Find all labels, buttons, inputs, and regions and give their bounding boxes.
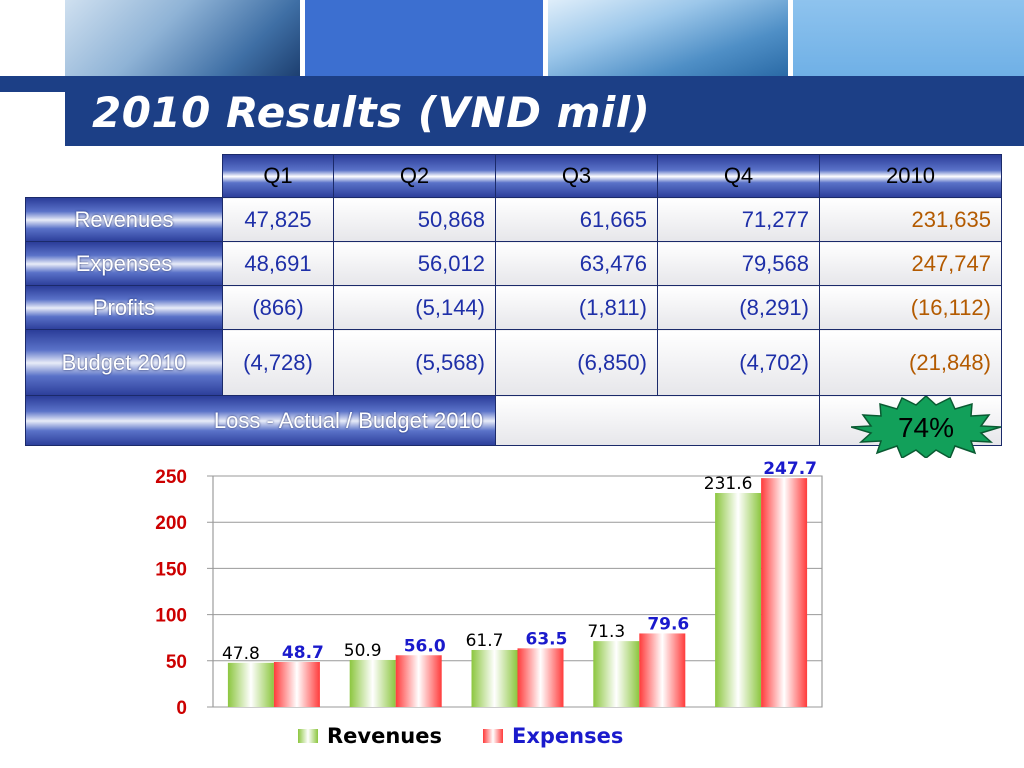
table-cell: (5,568): [333, 329, 496, 396]
table-header-2010: 2010: [819, 154, 1002, 198]
table-cell: (8,291): [657, 285, 820, 330]
table-cell: 50,868: [333, 197, 496, 242]
table-cell-total: (21,848): [819, 329, 1002, 396]
header-image-buildings: [548, 0, 788, 76]
expenses-bar: [273, 662, 320, 707]
revenues-data-label: 231.6: [704, 474, 753, 494]
legend-label-expenses: Expenses: [512, 724, 623, 748]
legend-swatch-revenues: [298, 729, 318, 743]
expenses-bar: [395, 655, 442, 707]
table-cell: (1,811): [495, 285, 658, 330]
title-bar: [0, 76, 1024, 146]
table-cell: (4,728): [222, 329, 334, 396]
table-cell: (5,144): [333, 285, 496, 330]
y-tick-label: 50: [166, 652, 187, 673]
y-tick-label: 250: [155, 467, 187, 488]
row-label-expenses: Expenses: [25, 241, 223, 286]
revenues-bar: [471, 649, 518, 707]
loss-percent-badge: 74%: [851, 396, 1001, 458]
expenses-data-label: 56.0: [404, 636, 446, 656]
table-cell: 48,691: [222, 241, 334, 286]
revenues-data-label: 61.7: [466, 631, 504, 651]
legend-label-revenues: Revenues: [327, 724, 442, 748]
revenues-bar: [227, 662, 274, 707]
header-image-keyboard: [65, 0, 300, 76]
revenues-bar: [715, 493, 762, 707]
expenses-data-label: 79.6: [647, 614, 689, 634]
title-bar-left-accent: [0, 92, 65, 146]
legend-swatch-expenses: [483, 729, 503, 743]
table-row: Profits (866) (5,144) (1,811) (8,291) (1…: [25, 285, 1002, 330]
table-header-q1: Q1: [222, 154, 334, 198]
results-table: Q1 Q2 Q3 Q4 2010 Revenues 47,825 50,868 …: [25, 154, 1002, 446]
table-cell: (866): [222, 285, 334, 330]
loss-label: Loss - Actual / Budget 2010: [25, 395, 496, 446]
y-tick-label: 200: [155, 513, 187, 534]
table-cell: 47,825: [222, 197, 334, 242]
table-cell-total: (16,112): [819, 285, 1002, 330]
y-tick-label: 150: [155, 559, 187, 580]
row-label-revenues: Revenues: [25, 197, 223, 242]
table-cell: 56,012: [333, 241, 496, 286]
table-cell: 63,476: [495, 241, 658, 286]
row-label-profits: Profits: [25, 285, 223, 330]
table-header-q3: Q3: [495, 154, 658, 198]
bar-chart: 0 50 100 150 200 250 47.8 48.7 50.9 56.0 61.7 63.5 7…: [155, 459, 823, 748]
revenues-bar: [593, 641, 640, 707]
revenues-data-label: 50.9: [344, 641, 382, 661]
page-title: 2010 Results (VND mil): [92, 88, 651, 137]
y-tick-label: 0: [176, 698, 187, 719]
header-image-blue-panel: [305, 0, 543, 76]
expenses-data-label: 48.7: [282, 643, 324, 663]
table-cell: 79,568: [657, 241, 820, 286]
table-row: Budget 2010 (4,728) (5,568) (6,850) (4,7…: [25, 329, 1002, 396]
table-header-q2: Q2: [333, 154, 496, 198]
table-cell: 71,277: [657, 197, 820, 242]
revenues-data-label: 47.8: [222, 644, 260, 664]
loss-blank-cell: [495, 395, 820, 446]
table-cell: (4,702): [657, 329, 820, 396]
expenses-bar: [517, 648, 564, 707]
table-cell: 61,665: [495, 197, 658, 242]
table-corner: [25, 154, 223, 198]
table-header-q4: Q4: [657, 154, 820, 198]
revenues-data-label: 71.3: [587, 622, 625, 642]
expenses-bar: [639, 633, 686, 707]
table-row: Revenues 47,825 50,868 61,665 71,277 231…: [25, 197, 1002, 242]
expenses-bar: [761, 478, 808, 707]
revenues-bar: [349, 659, 396, 707]
table-cell-total: 247,747: [819, 241, 1002, 286]
table-row: Expenses 48,691 56,012 63,476 79,568 247…: [25, 241, 1002, 286]
table-cell-total: 231,635: [819, 197, 1002, 242]
starburst-shape: [851, 396, 1001, 458]
header-image-sky: [793, 0, 1024, 76]
expenses-data-label: 247.7: [763, 459, 817, 479]
y-tick-label: 100: [155, 606, 187, 627]
row-label-budget-2010: Budget 2010: [25, 329, 223, 396]
table-cell: (6,850): [495, 329, 658, 396]
expenses-data-label: 63.5: [526, 629, 568, 649]
loss-percent-value: 74%: [898, 412, 954, 443]
